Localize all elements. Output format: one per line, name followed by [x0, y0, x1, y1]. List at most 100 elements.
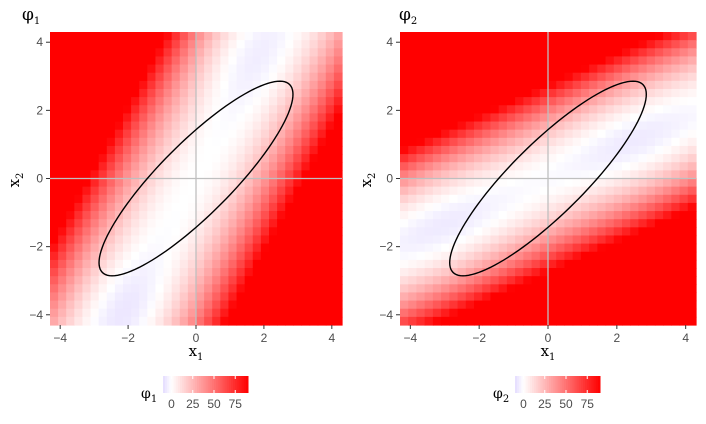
heatmap-cell — [408, 284, 418, 294]
heatmap-cell — [515, 121, 524, 131]
ellipse-contour — [448, 80, 648, 277]
heatmap-cell — [687, 211, 697, 220]
heatmap-cell — [490, 32, 500, 41]
heatmap-cell — [82, 259, 92, 269]
heatmap-cell — [187, 64, 197, 74]
heatmap-cell — [474, 105, 483, 114]
heatmap-cell — [457, 162, 467, 171]
heatmap-cell — [498, 276, 508, 285]
heatmap-cell — [317, 137, 327, 147]
ellipse-contour — [98, 80, 294, 277]
heatmap-cell — [490, 64, 500, 74]
heatmap-cell — [408, 186, 418, 196]
heatmap-cell — [539, 40, 549, 49]
heatmap-cell — [147, 32, 157, 41]
heatmap-cell — [400, 268, 409, 277]
heatmap-cell — [687, 202, 697, 212]
heatmap-cell — [523, 211, 533, 220]
heatmap-cell — [74, 186, 84, 196]
heatmap-cell — [589, 48, 598, 58]
heatmap-cell — [474, 243, 483, 253]
legend-swatch — [194, 376, 198, 393]
heatmap-cell — [309, 162, 319, 171]
legend-tick-label: 50 — [559, 397, 573, 411]
heatmap-cell — [139, 88, 148, 98]
heatmap-cell — [74, 235, 84, 245]
heatmap-cell — [597, 154, 607, 163]
heatmap-cell — [490, 121, 500, 131]
heatmap-cell — [228, 48, 238, 58]
heatmap-cell — [506, 40, 516, 49]
heatmap-cell — [580, 259, 590, 269]
heatmap-cell — [252, 105, 262, 114]
heatmap-cell — [523, 284, 533, 294]
heatmap-cell — [220, 227, 230, 237]
heatmap-cell — [580, 268, 590, 277]
heatmap-cell — [325, 211, 335, 220]
heatmap-cell — [531, 154, 541, 163]
heatmap-cell — [408, 276, 418, 285]
heatmap-cell — [465, 48, 475, 58]
heatmap-cell — [474, 308, 483, 318]
heatmap-cell — [90, 105, 100, 114]
heatmap-cell — [98, 154, 108, 163]
heatmap-cell — [408, 129, 418, 139]
heatmap-cell — [408, 243, 418, 253]
heatmap-cell — [482, 243, 492, 253]
heatmap-cell — [531, 162, 541, 171]
heatmap-cell — [171, 276, 181, 285]
heatmap-cell — [236, 227, 246, 237]
heatmap-cell — [187, 211, 197, 220]
heatmap-cell — [474, 113, 483, 123]
heatmap-cell — [523, 154, 533, 163]
heatmap-cell — [687, 251, 697, 261]
heatmap-cell — [147, 113, 157, 123]
heatmap-cell — [679, 32, 689, 41]
heatmap-cell — [556, 251, 566, 261]
heatmap-cell — [506, 194, 516, 204]
heatmap-cell — [531, 121, 541, 131]
heatmap-cell — [90, 80, 100, 90]
heatmap-cell — [613, 178, 623, 188]
heatmap-cell — [114, 227, 124, 237]
heatmap-cell — [301, 88, 311, 98]
heatmap-cell — [131, 40, 140, 49]
heatmap-cell — [163, 259, 173, 269]
legend-swatch — [216, 376, 219, 393]
heatmap-cell — [416, 56, 426, 66]
heatmap-cell — [572, 56, 582, 66]
heatmap-cell — [269, 97, 278, 106]
heatmap-cell — [147, 211, 157, 220]
heatmap-cell — [293, 268, 303, 277]
heatmap-cell — [163, 113, 173, 123]
heatmap-cell — [572, 170, 582, 180]
heatmap-cell — [277, 72, 286, 82]
heatmap-cell — [155, 268, 165, 277]
heatmap-cell — [457, 308, 467, 318]
heatmap-cell — [441, 88, 450, 98]
heatmap-cell — [333, 308, 343, 318]
heatmap-cell — [671, 316, 681, 326]
heatmap-cell — [325, 137, 335, 147]
heatmap-cell — [114, 243, 124, 253]
heatmap-cell — [90, 40, 100, 49]
heatmap-cell — [646, 129, 656, 139]
heatmap-cell — [646, 88, 656, 98]
heatmap-cell — [400, 227, 409, 237]
heatmap-cell — [564, 202, 574, 212]
heatmap-cell — [515, 178, 524, 188]
heatmap-cell — [147, 80, 157, 90]
heatmap-cell — [204, 194, 213, 204]
heatmap-cell — [220, 113, 230, 123]
heatmap-cell — [171, 243, 181, 253]
heatmap-cell — [531, 113, 541, 123]
legend-swatch — [235, 376, 238, 393]
heatmap-cell — [333, 202, 343, 212]
heatmap-cell — [408, 56, 418, 66]
heatmap-cell — [663, 235, 672, 245]
heatmap-cell — [179, 162, 189, 171]
heatmap-cell — [564, 154, 574, 163]
heatmap-cell — [465, 284, 475, 294]
heatmap-cell — [597, 202, 607, 212]
heatmap-cell — [285, 97, 294, 106]
